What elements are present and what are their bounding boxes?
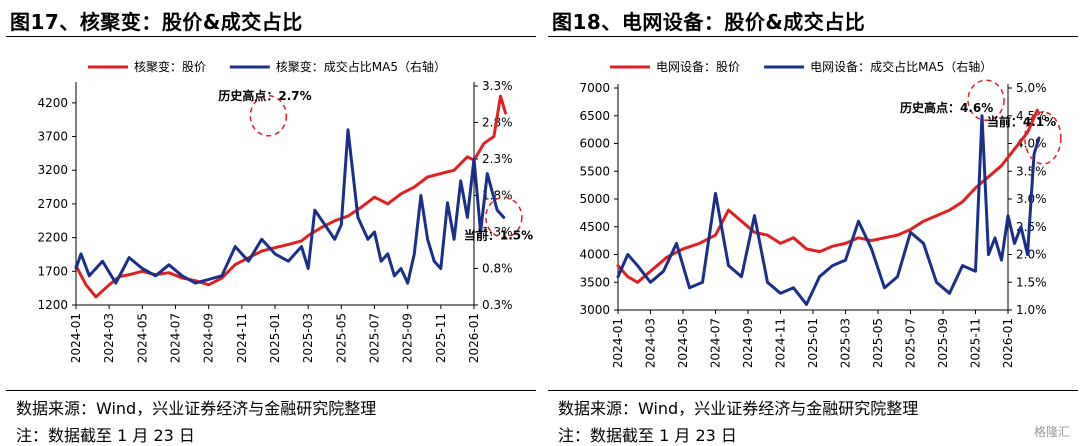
y-tick-label-left: 1700: [37, 264, 68, 278]
x-tick-label: 2024-05: [676, 318, 690, 368]
annotation-label: 历史高点：4.6%: [900, 100, 993, 115]
title-rule: [6, 36, 536, 37]
chart-nuclear-fusion: 12001700220027003200370042000.3%0.8%1.3%…: [37, 59, 533, 363]
title-rule: [548, 36, 1078, 37]
y-tick-label-right: 0.3%: [482, 298, 513, 312]
x-tick-label: 2024-09: [202, 313, 216, 363]
annotation-circle: [967, 79, 1005, 121]
x-tick-label: 2024-01: [69, 313, 83, 363]
y-tick-label-left: 5000: [579, 192, 610, 206]
series-line-ratio: [74, 128, 506, 285]
x-tick-label: 2025-11: [434, 313, 448, 363]
annotation-circle: [1024, 111, 1062, 165]
y-tick-label-left: 4000: [579, 248, 610, 262]
series-line-price: [616, 108, 1039, 284]
x-tick-label: 2024-07: [709, 318, 723, 368]
x-tick-label: 2025-09: [936, 318, 950, 368]
y-tick-label-left: 4500: [579, 220, 610, 234]
x-tick-label: 2025-11: [969, 318, 983, 368]
x-tick-label: 2025-07: [368, 313, 382, 363]
y-tick-label-right: 2.3%: [482, 152, 513, 166]
legend-label: 电网设备：成交占比MA5（右轴）: [810, 59, 992, 74]
y-tick-label-right: 3.3%: [482, 79, 513, 93]
x-tick-label: 2024-11: [235, 313, 249, 363]
series-line-ratio: [616, 114, 1041, 306]
y-tick-label-right: 1.5%: [1016, 275, 1047, 289]
y-tick-label-right: 1.8%: [482, 189, 513, 203]
y-tick-label-right: 3.5%: [1016, 164, 1047, 178]
x-tick-label: 2025-05: [871, 318, 885, 368]
y-tick-label-left: 1200: [37, 298, 68, 312]
legend-label: 核聚变：股价: [134, 59, 206, 74]
x-tick-label: 2024-09: [741, 318, 755, 368]
x-tick-label: 2024-05: [135, 313, 149, 363]
data-source-text: 数据来源：Wind，兴业证券经济与金融研究院整理: [558, 399, 919, 418]
x-tick-label: 2025-03: [301, 313, 315, 363]
annotation-label: 当前：4.1%: [987, 114, 1056, 129]
watermark-logo: 格隆汇: [1033, 425, 1070, 439]
annotation-label: 历史高点：2.7%: [218, 88, 311, 103]
y-tick-label-left: 6500: [579, 109, 610, 123]
legend-label: 电网设备：股价: [656, 60, 740, 74]
y-tick-label-right: 2.5%: [1016, 220, 1047, 234]
x-tick-label: 2024-01: [611, 318, 625, 368]
y-tick-label-left: 5500: [579, 164, 610, 178]
y-tick-label-left: 4200: [37, 96, 68, 110]
chart-title: 图18、电网设备：股价&成交占比: [552, 10, 866, 34]
x-tick-label: 2024-11: [774, 318, 788, 368]
series-line-price: [74, 94, 507, 299]
chart-panel-nuclear-fusion: 图17、核聚变：股价&成交占比 1200 1700 2200 2700 3200 3700…: [6, 0, 536, 446]
y-tick-label-left: 6000: [579, 137, 610, 151]
data-note-text: 注：数据截至 1 月 23 日: [16, 426, 195, 445]
x-tick-label: 2024-03: [644, 318, 658, 368]
chart-panel-grid-equipment: 图18、电网设备：股价&成交占比 3000 3500 4000 4500 5000 550…: [548, 0, 1078, 446]
chart-title: 图17、核聚变：股价&成交占比: [10, 10, 303, 34]
x-tick-label: 2025-01: [268, 313, 282, 363]
y-tick-label-right: 1.0%: [1016, 303, 1047, 317]
x-tick-label: 2024-03: [102, 313, 116, 363]
annotation-label: 当前：1.5%: [464, 227, 533, 242]
chart-grid-equipment: 3000 3500 4000 4500 5000 5500 6000 6500 7000 1.0%…: [579, 59, 1062, 368]
data-note-text: 注：数据截至 1 月 23 日: [558, 426, 737, 445]
y-tick-label-left: 2700: [37, 197, 68, 211]
x-tick-label: 2026-01: [1001, 318, 1015, 368]
data-source-text: 数据来源：Wind，兴业证券经济与金融研究院整理: [16, 399, 377, 418]
y-tick-label-left: 3500: [579, 275, 610, 289]
x-tick-label: 2025-01: [806, 318, 820, 368]
legend-label: 核聚变：成交占比MA5（右轴）: [276, 59, 446, 74]
annotation-circle: [249, 95, 288, 137]
x-tick-label: 2025-05: [334, 313, 348, 363]
y-tick-label-left: 2200: [37, 231, 68, 245]
source-rule: [6, 390, 536, 391]
y-tick-label-left: 3000: [579, 303, 610, 317]
y-tick-label-left: 3200: [37, 163, 68, 177]
x-tick-label: 2025-07: [904, 318, 918, 368]
annotation-circle: [485, 196, 523, 239]
y-tick-label-left: 7000: [579, 81, 610, 95]
y-tick-label-right: 2.0%: [1016, 248, 1047, 262]
x-tick-label: 2025-09: [401, 313, 415, 363]
y-tick-label-right: 5.0%: [1016, 81, 1047, 95]
y-tick-label-left: 3700: [37, 130, 68, 144]
source-rule: [548, 390, 1078, 391]
x-tick-label: 2025-03: [839, 318, 853, 368]
y-tick-label-right: 0.8%: [482, 262, 513, 276]
x-tick-label: 2024-07: [169, 313, 183, 363]
x-tick-label: 2026-01: [467, 313, 481, 363]
